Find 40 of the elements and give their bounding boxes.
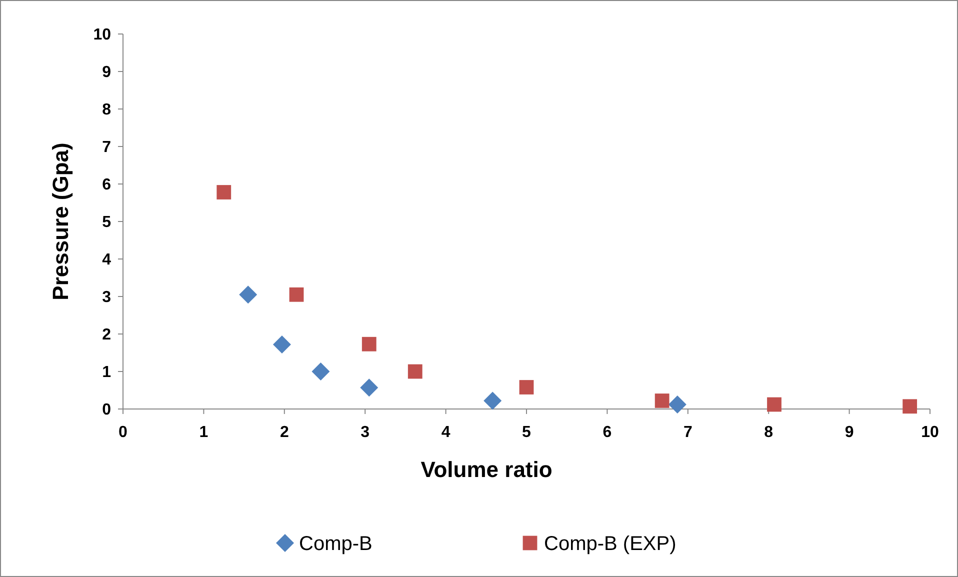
- point: [668, 396, 686, 414]
- y-tick-label: 6: [102, 176, 112, 194]
- point: [272, 336, 291, 354]
- legend-label: Comp-B (EXP): [544, 533, 676, 555]
- point: [360, 378, 378, 397]
- x-tick-label: 0: [118, 424, 128, 441]
- point: [408, 364, 422, 379]
- point: [654, 394, 670, 408]
- point: [767, 397, 782, 412]
- x-axis-title: Volume ratio: [420, 457, 552, 482]
- x-tick-label: 10: [921, 424, 939, 441]
- y-tick-label: 10: [93, 26, 112, 44]
- x-tick-label: 8: [764, 424, 774, 441]
- point: [362, 336, 376, 352]
- y-axis-title: Pressure (Gpa): [48, 142, 73, 300]
- y-tick-label: 3: [102, 289, 112, 306]
- x-tick-label: 5: [522, 424, 532, 441]
- x-tick-label: 4: [441, 424, 450, 441]
- x-tick-label: 7: [683, 424, 692, 441]
- x-tick-label: 1: [199, 424, 208, 441]
- point: [902, 399, 918, 414]
- x-tick-label: 6: [602, 424, 612, 441]
- x-tick-label: 3: [360, 424, 370, 441]
- point: [239, 286, 258, 304]
- point: [289, 287, 304, 302]
- point: [312, 362, 330, 380]
- y-tick-label: 9: [102, 64, 112, 82]
- legend-label: Comp-B: [299, 533, 372, 555]
- point: [519, 380, 534, 394]
- point: [216, 185, 232, 200]
- y-tick-label: 1: [102, 364, 112, 382]
- y-tick-label: 4: [102, 252, 112, 269]
- y-tick-label: 2: [102, 326, 112, 344]
- x-tick-label: 2: [280, 424, 289, 441]
- y-tick-label: 8: [102, 102, 112, 119]
- y-tick-label: 7: [102, 139, 112, 156]
- y-tick-label: 5: [102, 214, 112, 232]
- y-tick-label: 0: [102, 402, 112, 419]
- point: [484, 392, 502, 410]
- x-tick-label: 9: [844, 424, 854, 441]
